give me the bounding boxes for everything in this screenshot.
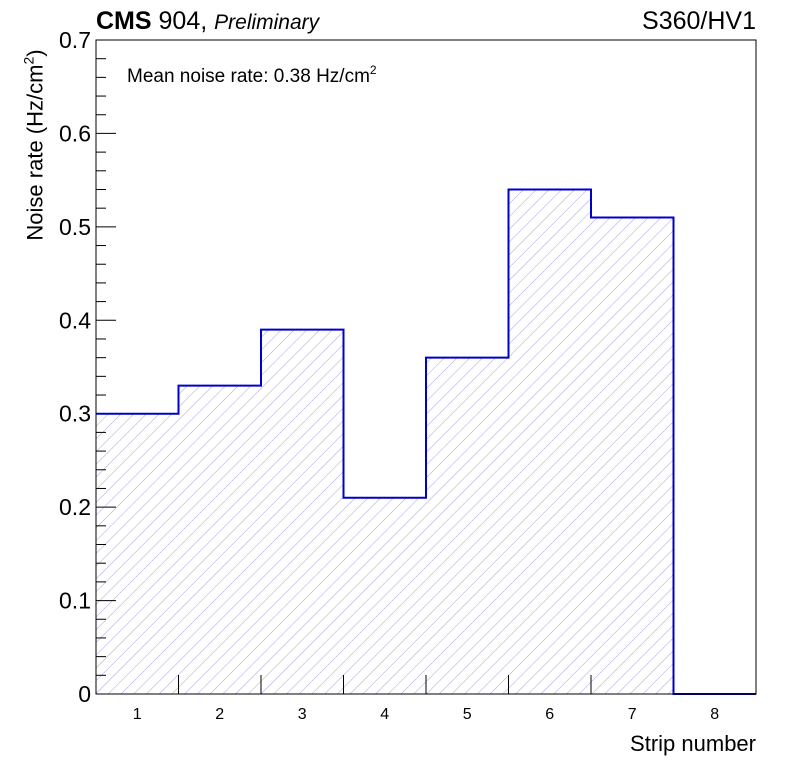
x-tick-label: 8 [710,706,719,723]
plot-frame [95,39,757,695]
y-tick-label: 0.2 [59,494,91,520]
x-axis-label: Strip number [630,731,756,756]
experiment-header: CMS 904, Preliminary [96,6,319,38]
y-tick-label: 0.5 [59,214,91,240]
bin-fill-7 [591,217,674,694]
chamber-label: S360/HV1 [642,7,756,35]
bin-fill-2 [178,385,261,694]
histogram-steps [96,188,756,695]
y-tick-label: 0.4 [59,307,91,333]
preliminary-tag: Preliminary [214,11,320,34]
bin-fill-5 [426,357,509,694]
x-tick-label: 6 [545,706,554,723]
y-axis-label-close: ) [22,49,48,57]
mean-noise-annotation: Mean noise rate: 0.38 Hz/cm2 [127,58,377,89]
y-tick-label: 0.1 [59,588,91,614]
bin-fill-1 [96,413,179,694]
x-tick-label: 3 [298,706,307,723]
x-tick-label: 5 [463,706,472,723]
x-tick-label: 1 [133,706,142,723]
x-tick-label: 7 [628,706,637,723]
bin-fill-3 [261,329,344,694]
y-axis-label-superscript: 2 [20,56,37,65]
annotation-text: Mean noise rate: 0.38 Hz/cm [127,66,370,87]
hatch-fill-layer [96,189,674,694]
x-tick-label: 2 [215,706,224,723]
annotation-superscript: 2 [369,63,377,77]
y-axis-label-text: Noise rate (Hz/cm [22,64,48,241]
y-tick-label: 0.6 [59,120,91,146]
y-tick-label: 0.7 [59,27,91,53]
y-tick-label: 0 [78,681,91,707]
tick-labels: 1 2 3 4 5 6 7 8 0 0.1 0.2 0.3 0.4 0.5 0.6 0.7 [59,27,719,723]
bin-fill-4 [343,497,426,694]
x-tick-label: 4 [380,706,389,723]
y-tick-label: 0.3 [59,401,91,427]
bin-fill-6 [508,189,591,694]
y-axis-label: Noise rate (Hz/cm2) [15,49,50,240]
site-name: 904, [158,7,208,35]
experiment-name: CMS [96,7,152,35]
